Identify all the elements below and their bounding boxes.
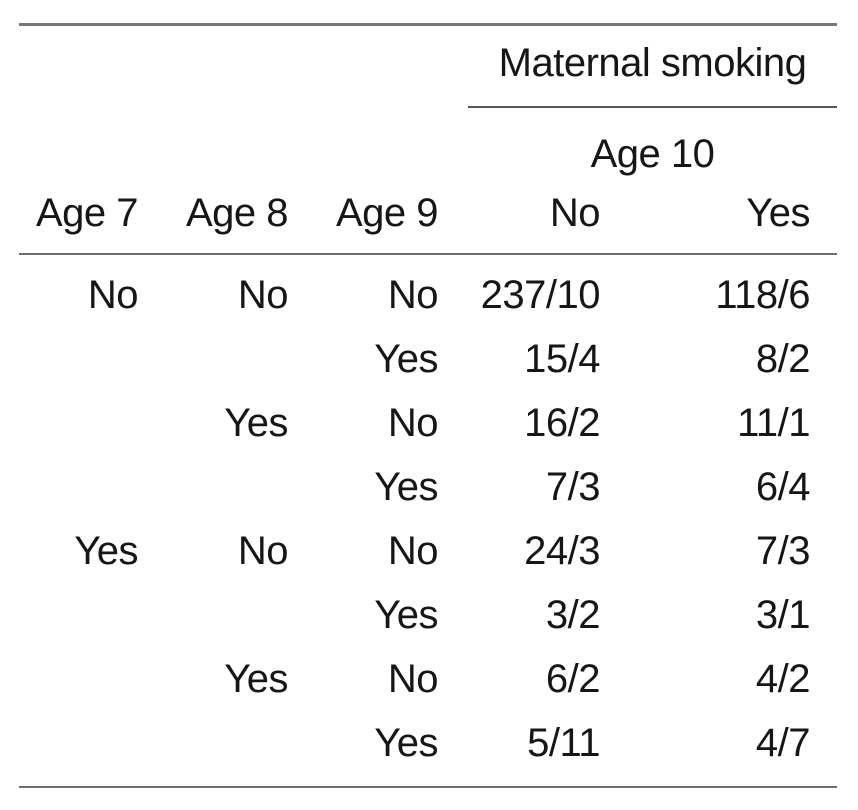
- table-cell: Yes: [374, 721, 438, 765]
- column-header-yes: Yes: [746, 191, 810, 235]
- table-cell: No: [387, 657, 439, 701]
- table-cell: 15/4: [524, 337, 600, 381]
- column-header-row: Age 7 Age 8 Age 9 No Yes: [19, 191, 811, 235]
- table-cell: Yes: [224, 657, 288, 701]
- table-cell: 237/10: [480, 273, 601, 317]
- table-cell: 7/3: [755, 529, 811, 573]
- table-bottom-rule: [19, 786, 837, 788]
- table-cell: 6/2: [545, 657, 601, 701]
- table-cell: 4/2: [755, 657, 811, 701]
- table-cell: 3/1: [755, 593, 811, 637]
- spanner-header-maternal-smoking: Maternal smoking: [498, 41, 807, 85]
- table-cell: 5/11: [527, 721, 600, 765]
- table-cell: [19, 327, 138, 391]
- table-body: No No No 237/10 118/6 Yes 15/4 8/2 Yes N…: [19, 263, 810, 775]
- table-cell: 11/1: [737, 401, 810, 445]
- table-cell: 8/2: [755, 337, 811, 381]
- table-cell: [138, 711, 288, 775]
- table-cell: [138, 583, 288, 647]
- sub-spanner-header-age-10: Age 10: [590, 132, 715, 176]
- table-cell: Yes: [374, 465, 438, 509]
- column-header-age9: Age 9: [335, 191, 439, 235]
- table-cell: 7/3: [545, 465, 601, 509]
- table-cell: 4/7: [755, 721, 811, 765]
- table-cell: Yes: [374, 337, 438, 381]
- table-cell: [19, 583, 138, 647]
- table-cell: 6/4: [755, 465, 811, 509]
- table-cell: [138, 327, 288, 391]
- table-cell: No: [237, 529, 289, 573]
- table-cell: No: [87, 273, 139, 317]
- table-cell: [19, 647, 138, 711]
- table-cell: 16/2: [524, 401, 600, 445]
- table-cell: Yes: [374, 593, 438, 637]
- column-header-age8: Age 8: [185, 191, 289, 235]
- table-cell: 24/3: [524, 529, 600, 573]
- table-cell: Yes: [74, 529, 138, 573]
- table-cell: [19, 455, 138, 519]
- table-cell: Yes: [224, 401, 288, 445]
- table-cell: No: [387, 529, 439, 573]
- table-cell: No: [387, 401, 439, 445]
- table-top-rule: [19, 23, 837, 26]
- table-cell: [19, 391, 138, 455]
- table-cell: [138, 455, 288, 519]
- spanner-underline-rule: [468, 106, 837, 108]
- table-cell: 118/6: [715, 273, 810, 317]
- table-cell: No: [387, 273, 439, 317]
- table-cell: 3/2: [545, 593, 601, 637]
- header-bottom-rule: [19, 253, 837, 255]
- column-header-no: No: [549, 191, 601, 235]
- table-cell: No: [237, 273, 289, 317]
- table-cell: [19, 711, 138, 775]
- column-header-age7: Age 7: [35, 191, 139, 235]
